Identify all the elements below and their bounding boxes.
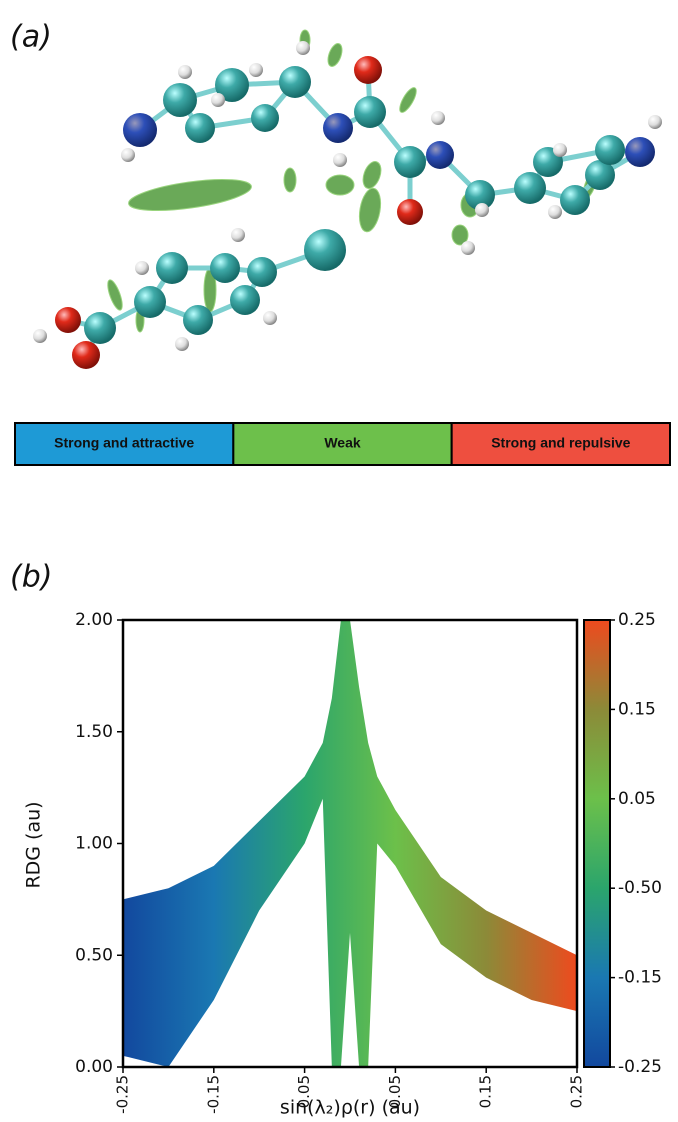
atom — [279, 66, 311, 98]
atom — [625, 137, 655, 167]
atom — [210, 253, 240, 283]
atom — [461, 241, 475, 255]
atom — [553, 143, 567, 157]
atom — [230, 285, 260, 315]
y-tick-label: 0.00 — [75, 1057, 113, 1077]
atom — [296, 41, 310, 55]
nci-surface — [362, 161, 382, 189]
panel-label: (b) — [10, 560, 52, 595]
x-axis-label: sin(λ₂)ρ(r) (au) — [280, 1097, 420, 1119]
colorbar-tick-label: -0.50 — [618, 878, 662, 898]
x-tick-label: 0.25 — [568, 1075, 586, 1108]
atom — [560, 185, 590, 215]
x-tick-label: -0.25 — [114, 1075, 132, 1114]
atom — [548, 205, 562, 219]
y-tick-label: 1.00 — [75, 834, 113, 854]
colorbar-tick-label: -0.25 — [618, 1057, 662, 1077]
atom — [156, 252, 188, 284]
atom — [304, 229, 346, 271]
legend-text: Weak — [324, 435, 361, 451]
atom — [123, 113, 157, 147]
nci-surface — [327, 43, 343, 67]
molecule — [33, 29, 662, 369]
y-tick-label: 1.50 — [75, 722, 113, 742]
atom — [585, 160, 615, 190]
colorbar-tick-label: 0.05 — [618, 789, 656, 809]
atom — [263, 311, 277, 325]
legend-text: Strong and attractive — [54, 435, 194, 451]
atom — [33, 329, 47, 343]
atom — [426, 141, 454, 169]
atom — [134, 286, 166, 318]
atom — [185, 113, 215, 143]
colorbar-tick-label: 0.25 — [618, 610, 656, 630]
nci-surface — [358, 187, 382, 233]
panel-label: (a) — [10, 20, 52, 55]
atom — [215, 68, 249, 102]
atom — [354, 56, 382, 84]
legend-box — [450, 422, 671, 466]
atom — [354, 96, 386, 128]
colorbar — [583, 619, 611, 1068]
atom — [183, 305, 213, 335]
atom — [514, 172, 546, 204]
nci-surface — [283, 167, 297, 193]
y-axis-label: RDG (au) — [23, 801, 45, 888]
nci-surface — [107, 279, 123, 311]
atom — [72, 341, 100, 369]
rdg-area — [123, 620, 577, 1067]
colorbar-tick-label: -0.15 — [618, 968, 662, 988]
atom — [163, 83, 197, 117]
y-tick-label: 0.50 — [75, 945, 113, 965]
x-tick-label: 0.05 — [386, 1075, 404, 1108]
atom — [333, 153, 347, 167]
atom — [475, 203, 489, 217]
atom — [251, 104, 279, 132]
atom — [135, 261, 149, 275]
nci-surface — [451, 224, 469, 246]
nci-surface — [399, 87, 417, 113]
x-tick-label: -0.15 — [204, 1075, 222, 1114]
nci-surface — [325, 174, 355, 196]
atom — [397, 199, 423, 225]
y-tick-label: 2.00 — [75, 610, 113, 630]
atom — [175, 337, 189, 351]
atom — [648, 115, 662, 129]
x-tick-label: -0.05 — [295, 1075, 313, 1114]
atom — [84, 312, 116, 344]
atom — [55, 307, 81, 333]
atom — [394, 146, 426, 178]
colorbar-tick-label: 0.15 — [618, 699, 656, 719]
atom — [231, 228, 245, 242]
interaction-legend: Strong and attractive Weak Strong and repu… — [14, 422, 671, 466]
atom — [247, 257, 277, 287]
atom — [178, 65, 192, 79]
atom — [323, 113, 353, 143]
atom — [121, 148, 135, 162]
atom — [211, 93, 225, 107]
atom — [595, 135, 625, 165]
x-tick-label: 0.15 — [477, 1075, 495, 1108]
atom — [431, 111, 445, 125]
legend-text: Strong and repulsive — [491, 435, 630, 451]
atom — [249, 63, 263, 77]
nci-surface — [128, 179, 252, 211]
atom — [465, 180, 495, 210]
legend-box — [232, 422, 453, 466]
